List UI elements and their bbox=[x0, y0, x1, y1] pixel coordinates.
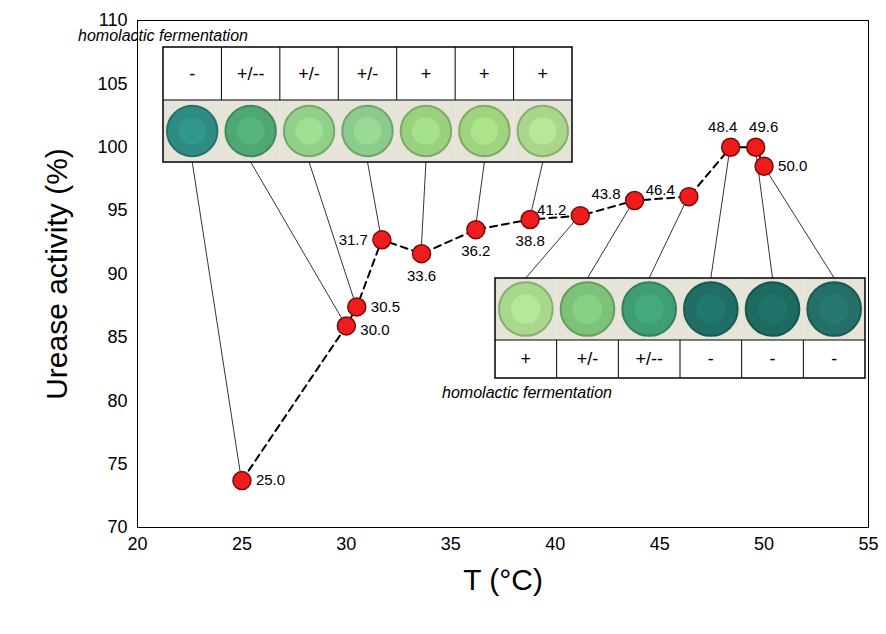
svg-text:+: + bbox=[521, 349, 532, 369]
svg-text:38.8: 38.8 bbox=[516, 232, 545, 249]
svg-text:48.4: 48.4 bbox=[708, 118, 737, 135]
svg-text:36.2: 36.2 bbox=[461, 242, 490, 259]
svg-text:100: 100 bbox=[97, 137, 127, 157]
svg-text:30.5: 30.5 bbox=[371, 298, 400, 315]
svg-text:30: 30 bbox=[336, 534, 356, 554]
svg-text:55: 55 bbox=[858, 534, 878, 554]
svg-text:25: 25 bbox=[232, 534, 252, 554]
svg-text:30.0: 30.0 bbox=[360, 321, 389, 338]
svg-text:105: 105 bbox=[97, 74, 127, 94]
svg-text:Urease activity (%): Urease activity (%) bbox=[40, 148, 73, 400]
svg-text:+/--: +/-- bbox=[237, 64, 265, 84]
svg-text:+: + bbox=[538, 64, 549, 84]
svg-text:+/--: +/-- bbox=[635, 349, 663, 369]
svg-text:45: 45 bbox=[650, 534, 670, 554]
svg-text:49.6: 49.6 bbox=[749, 118, 778, 135]
svg-text:40: 40 bbox=[545, 534, 565, 554]
svg-text:70: 70 bbox=[107, 517, 127, 537]
svg-text:33.6: 33.6 bbox=[407, 267, 436, 284]
svg-text:75: 75 bbox=[107, 454, 127, 474]
svg-text:-: - bbox=[189, 64, 195, 84]
svg-text:homolactic fermentation: homolactic fermentation bbox=[442, 384, 612, 401]
svg-text:-: - bbox=[708, 349, 714, 369]
svg-text:31.7: 31.7 bbox=[339, 231, 368, 248]
svg-text:50.0: 50.0 bbox=[778, 157, 807, 174]
svg-text:-: - bbox=[831, 349, 837, 369]
svg-text:50: 50 bbox=[754, 534, 774, 554]
svg-text:+: + bbox=[421, 64, 432, 84]
svg-text:85: 85 bbox=[107, 327, 127, 347]
svg-text:95: 95 bbox=[107, 200, 127, 220]
svg-text:41.2: 41.2 bbox=[537, 200, 566, 217]
svg-text:T (°C): T (°C) bbox=[463, 563, 543, 596]
svg-text:20: 20 bbox=[127, 534, 147, 554]
svg-text:46.4: 46.4 bbox=[646, 181, 675, 198]
svg-text:110: 110 bbox=[98, 10, 128, 31]
svg-text:-: - bbox=[770, 349, 776, 369]
svg-text:homolactic fermentation: homolactic fermentation bbox=[78, 27, 248, 44]
svg-text:35: 35 bbox=[441, 534, 461, 554]
svg-text:43.8: 43.8 bbox=[591, 185, 620, 202]
svg-text:90: 90 bbox=[107, 264, 127, 284]
svg-text:+/-: +/- bbox=[577, 349, 599, 369]
svg-text:+: + bbox=[479, 64, 490, 84]
svg-text:80: 80 bbox=[107, 391, 127, 411]
svg-text:+/-: +/- bbox=[298, 64, 320, 84]
svg-text:25.0: 25.0 bbox=[256, 471, 285, 488]
svg-text:+/-: +/- bbox=[357, 64, 379, 84]
